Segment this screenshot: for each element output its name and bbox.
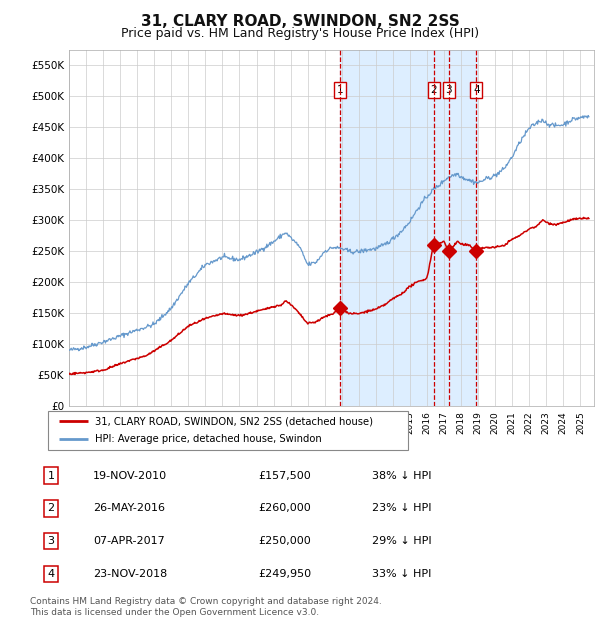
- Text: 23% ↓ HPI: 23% ↓ HPI: [372, 503, 431, 513]
- Text: 1: 1: [337, 85, 343, 95]
- Text: £250,000: £250,000: [258, 536, 311, 546]
- Text: 4: 4: [473, 85, 479, 95]
- Bar: [340, 50, 477, 406]
- Text: 3: 3: [47, 536, 55, 546]
- Text: 31, CLARY ROAD, SWINDON, SN2 2SS: 31, CLARY ROAD, SWINDON, SN2 2SS: [140, 14, 460, 29]
- Text: Price paid vs. HM Land Registry's House Price Index (HPI): Price paid vs. HM Land Registry's House …: [121, 27, 479, 40]
- Text: £260,000: £260,000: [258, 503, 311, 513]
- Text: £249,950: £249,950: [258, 569, 311, 579]
- Text: 33% ↓ HPI: 33% ↓ HPI: [372, 569, 431, 579]
- Text: 31, CLARY ROAD, SWINDON, SN2 2SS (detached house): 31, CLARY ROAD, SWINDON, SN2 2SS (detach…: [95, 417, 373, 427]
- Text: Contains HM Land Registry data © Crown copyright and database right 2024.
This d: Contains HM Land Registry data © Crown c…: [30, 598, 382, 617]
- Text: 23-NOV-2018: 23-NOV-2018: [93, 569, 167, 579]
- Text: £157,500: £157,500: [258, 471, 311, 480]
- Text: 3: 3: [445, 85, 452, 95]
- Text: 1: 1: [47, 471, 55, 480]
- Text: 38% ↓ HPI: 38% ↓ HPI: [372, 471, 431, 480]
- Text: 07-APR-2017: 07-APR-2017: [93, 536, 165, 546]
- Text: 2: 2: [47, 503, 55, 513]
- Text: 4: 4: [47, 569, 55, 579]
- Text: HPI: Average price, detached house, Swindon: HPI: Average price, detached house, Swin…: [95, 434, 322, 444]
- Text: 2: 2: [430, 85, 437, 95]
- Text: 26-MAY-2016: 26-MAY-2016: [93, 503, 165, 513]
- Text: 19-NOV-2010: 19-NOV-2010: [93, 471, 167, 480]
- FancyBboxPatch shape: [48, 411, 408, 449]
- Text: 29% ↓ HPI: 29% ↓ HPI: [372, 536, 431, 546]
